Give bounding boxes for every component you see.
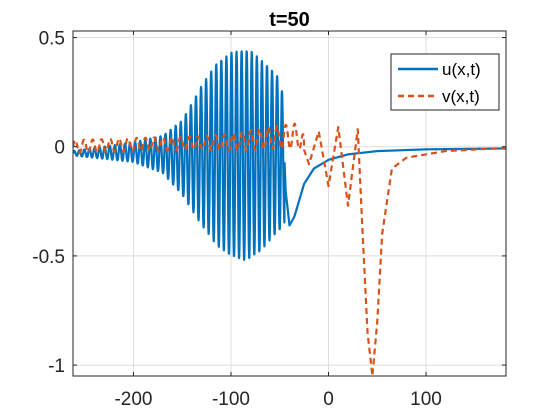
series-layer: [73, 50, 506, 376]
series-line-v: [73, 122, 506, 376]
legend-label-v: v(x,t): [442, 87, 480, 106]
y-tick-label: -1: [48, 356, 65, 377]
x-tick-label: -200: [114, 389, 152, 410]
legend-box: [390, 53, 500, 111]
x-tick-label: 100: [410, 389, 442, 410]
y-tick-label: 0: [54, 138, 65, 159]
chart-title: t=50: [269, 9, 310, 31]
y-tick-label: -0.5: [32, 247, 65, 268]
y-tick-label: 0.5: [39, 29, 65, 50]
x-axis-ticks: -200 -100 0 100: [114, 31, 442, 410]
plot-frame: [72, 30, 507, 377]
y-axis-ticks: 0.5 0 -0.5 -1: [32, 29, 506, 377]
x-tick-label: -100: [212, 389, 250, 410]
x-tick-label: 0: [323, 389, 334, 410]
legend-label-u: u(x,t): [442, 60, 481, 79]
legend: u(x,t) v(x,t): [390, 53, 500, 111]
